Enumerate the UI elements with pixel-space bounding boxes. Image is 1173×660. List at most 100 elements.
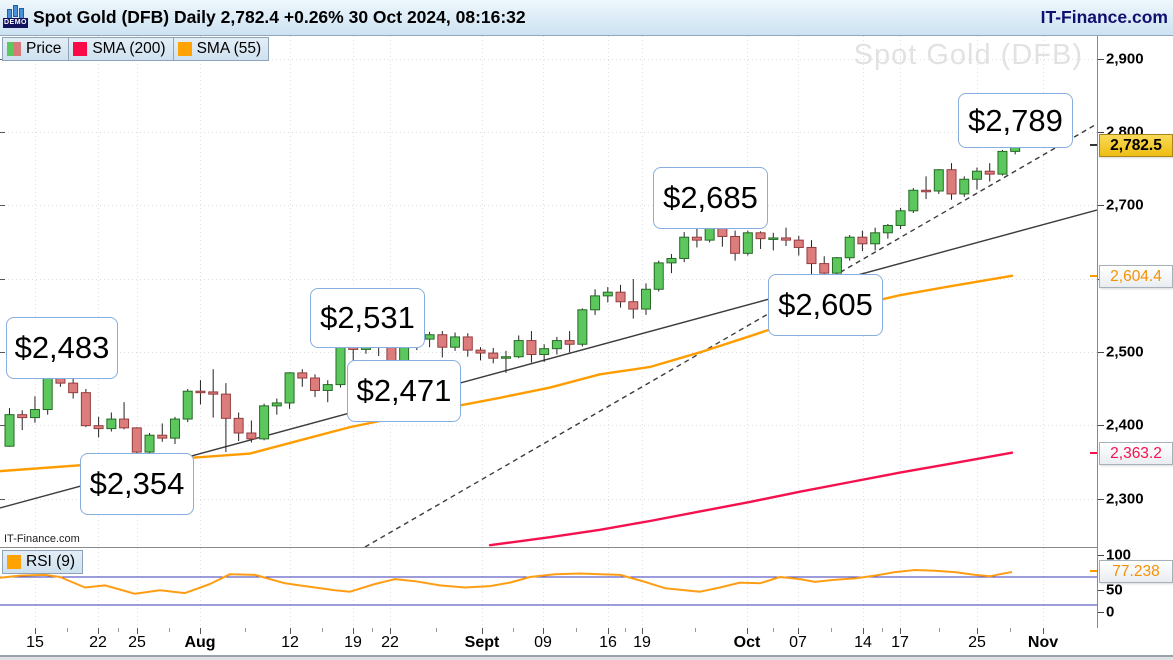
- candle-body: [424, 334, 435, 340]
- y-axis-tick: [1098, 499, 1104, 500]
- price-tag-2782.5: 2,782.5: [1099, 134, 1173, 157]
- tag-pointer-tick: [1090, 452, 1097, 454]
- candle-body: [551, 340, 562, 350]
- candle-body: [857, 236, 868, 245]
- price-tag-2604.4: 2,604.4: [1099, 265, 1173, 288]
- candle-body: [182, 390, 193, 420]
- price-callout-2354[interactable]: $2,354: [80, 453, 194, 515]
- candle-body: [819, 263, 830, 274]
- candle-body: [564, 340, 575, 345]
- y-axis-tick: [1098, 352, 1104, 353]
- legend-price-label: Price: [26, 40, 62, 57]
- x-axis-label: Sept: [464, 634, 500, 651]
- candle-body: [895, 210, 906, 226]
- sma55-swatch-icon: [177, 42, 192, 56]
- price-callout-2531[interactable]: $2,531: [310, 288, 425, 348]
- rsi-legend-row: RSI (9): [2, 550, 84, 574]
- price-callout-2471[interactable]: $2,471: [347, 360, 461, 422]
- candle-body: [984, 170, 995, 175]
- candle-body: [131, 427, 142, 453]
- bottom-padding: [0, 657, 1173, 660]
- x-axis-label: 14: [854, 634, 872, 651]
- candle-body: [959, 178, 970, 195]
- x-axis-tick: [747, 628, 748, 634]
- x-axis-tick: [98, 628, 99, 634]
- x-axis-tick: [35, 628, 36, 634]
- x-axis-tick: [1043, 628, 1044, 634]
- candle-body: [462, 336, 473, 351]
- trendline-dashed: [364, 124, 1096, 547]
- y-axis-tick: [1098, 59, 1104, 60]
- x-axis-label: 19: [633, 634, 651, 651]
- y-axis-tick: [1098, 590, 1104, 591]
- candle-body: [882, 224, 893, 234]
- candle-body: [68, 382, 79, 394]
- chart-title: Spot Gold (DFB) Daily 2,782.4 +0.26% 30 …: [33, 7, 526, 27]
- candle-body: [310, 377, 321, 391]
- x-axis-label: 15: [26, 634, 44, 651]
- x-axis-tick: [642, 628, 643, 634]
- x-axis-label: 19: [344, 634, 362, 651]
- candle-body: [437, 334, 448, 348]
- legend-rsi[interactable]: RSI (9): [2, 550, 84, 574]
- x-axis-label: Nov: [1027, 634, 1059, 651]
- candle-body: [691, 236, 702, 241]
- price-axis[interactable]: 2,9002,8002,7002,6002,5002,4002,30010050…: [1098, 36, 1173, 627]
- rsi-chart-svg: [0, 548, 1097, 628]
- candle-body: [844, 236, 855, 259]
- legend-sma55[interactable]: SMA (55): [172, 37, 270, 61]
- x-axis-label: 07: [789, 634, 807, 651]
- rsi-panel: RSI (9): [0, 547, 1098, 629]
- x-axis-minor-tick: [67, 628, 68, 632]
- candle-body: [908, 189, 919, 212]
- candle-body: [220, 393, 231, 419]
- itfinance-brand-link[interactable]: IT-Finance.com: [1040, 7, 1168, 27]
- price-callout-2685[interactable]: $2,685: [653, 167, 768, 229]
- candle-body: [946, 169, 957, 195]
- x-axis-tick: [390, 628, 391, 634]
- x-axis-minor-tick: [773, 628, 774, 632]
- candle-body: [870, 232, 881, 245]
- candle-body: [157, 434, 168, 439]
- demo-logo-icon[interactable]: DEMO: [3, 5, 28, 30]
- candle-body: [246, 432, 257, 440]
- candle-body: [195, 390, 206, 394]
- y-axis-label: 2,700: [1106, 196, 1144, 214]
- candle-body: [653, 262, 664, 290]
- x-axis-label: 22: [89, 634, 107, 651]
- x-axis-tick: [200, 628, 201, 634]
- legend-price[interactable]: Price: [2, 37, 70, 61]
- x-axis-minor-tick: [513, 628, 514, 632]
- candle-body: [42, 374, 53, 411]
- legend-sma200[interactable]: SMA (200): [68, 37, 174, 61]
- candle-body: [488, 352, 499, 359]
- candle-body: [106, 418, 117, 430]
- x-axis-minor-tick: [695, 628, 696, 632]
- x-axis-minor-tick: [625, 628, 626, 632]
- price-callout-2605[interactable]: $2,605: [768, 274, 883, 336]
- rsi-line: [0, 569, 1013, 595]
- candle-body: [590, 295, 601, 311]
- y-axis-label: 2,400: [1106, 416, 1144, 434]
- time-axis[interactable]: 15 22 25 Aug 12 19 22 Sept 09 16 19 Oct 07 14 17 25 Nov: [0, 628, 1173, 655]
- candle-body: [119, 418, 130, 429]
- x-axis-minor-tick: [245, 628, 246, 632]
- candle-body: [730, 235, 741, 254]
- x-axis-minor-tick: [939, 628, 940, 632]
- price-callout-2483[interactable]: $2,483: [6, 317, 118, 379]
- price-callout-2789[interactable]: $2,789: [958, 93, 1073, 148]
- x-axis-label: Oct: [733, 634, 761, 651]
- y-axis-label: 100: [1106, 546, 1132, 564]
- candle-body: [500, 356, 511, 359]
- candle-body: [93, 425, 104, 430]
- candle-body: [259, 405, 270, 440]
- candle-body: [577, 309, 588, 345]
- x-axis-tick: [608, 628, 609, 634]
- candle-body: [742, 232, 753, 254]
- x-axis-minor-tick: [372, 628, 373, 632]
- y-axis-label: 2,500: [1106, 343, 1144, 361]
- x-axis-minor-tick: [169, 628, 170, 632]
- demo-badge: DEMO: [3, 18, 28, 28]
- legend-sma55-label: SMA (55): [196, 40, 262, 57]
